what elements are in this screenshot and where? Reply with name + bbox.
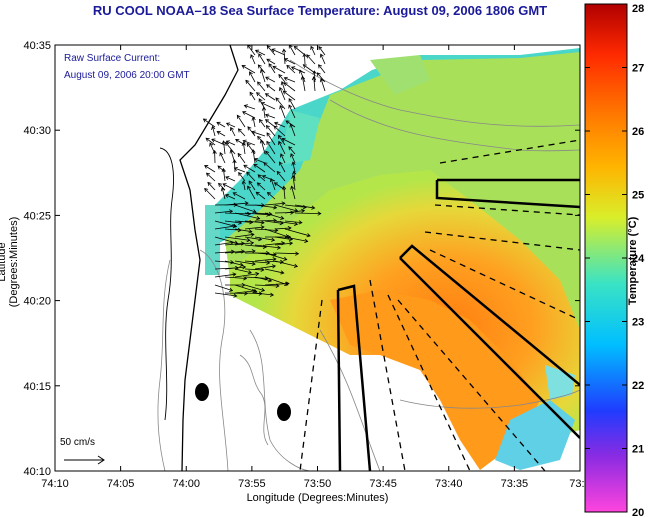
y-tick-label: 40:10 — [23, 466, 51, 478]
x-tick-label: 73:50 — [304, 478, 332, 490]
colorbar-tick-label: 22 — [632, 380, 644, 392]
colorbar-tick-label: 23 — [632, 317, 644, 329]
x-tick-label: 73:55 — [238, 478, 266, 490]
scale-arrow — [64, 455, 105, 465]
colorbar-tick-label: 26 — [632, 126, 644, 138]
colorbar-tick-label: 28 — [632, 3, 644, 15]
x-tick-label: 74:05 — [107, 478, 135, 490]
survey-boxes — [336, 178, 580, 471]
current-vectors — [202, 45, 326, 298]
coastline — [179, 45, 239, 471]
glider-transects — [299, 139, 580, 471]
x-tick-label: 73:35 — [501, 478, 529, 490]
y-tick-label: 40:20 — [23, 296, 51, 308]
x-axis: 74:10 74:05 74:00 73:55 73:50 73:45 73:40 73:35… — [41, 45, 591, 490]
colorbar-ticks: 28 27 26 25 24 23 22 21 20 — [585, 3, 645, 518]
y-tick-label: 40:30 — [23, 125, 51, 137]
x-tick-label: 73:45 — [369, 478, 397, 490]
sst-field — [55, 45, 580, 471]
x-tick-label: 73:40 — [435, 478, 463, 490]
station-marker — [277, 403, 291, 421]
y-tick-label: 40:25 — [23, 210, 51, 222]
scale-label: 50 cm/s — [60, 437, 96, 448]
current-time: August 09, 2006 20:00 GMT — [64, 70, 190, 81]
map-title: RU COOL NOAA–18 Sea Surface Temperature:… — [92, 3, 548, 18]
colorbar — [584, 3, 628, 513]
colorbar-tick-label: 20 — [632, 507, 644, 518]
y-tick-label: 40:15 — [23, 381, 51, 393]
colorbar-tick-label: 24 — [632, 253, 645, 265]
y-axis: 40:35 40:30 40:25 40:20 40:15 40:10 — [23, 40, 580, 478]
colorbar-tick-label: 21 — [632, 444, 644, 456]
y-tick-label: 40:35 — [23, 40, 51, 52]
x-tick-label: 74:10 — [41, 478, 69, 490]
x-tick-label: 74:00 — [172, 478, 200, 490]
colorbar-tick-label: 27 — [632, 63, 644, 75]
x-axis-label: Longitude (Degrees:Minutes) — [246, 492, 389, 504]
colorbar-tick-label: 25 — [632, 190, 644, 202]
station-marker — [195, 383, 209, 401]
current-label: Raw Surface Current: — [64, 53, 161, 64]
